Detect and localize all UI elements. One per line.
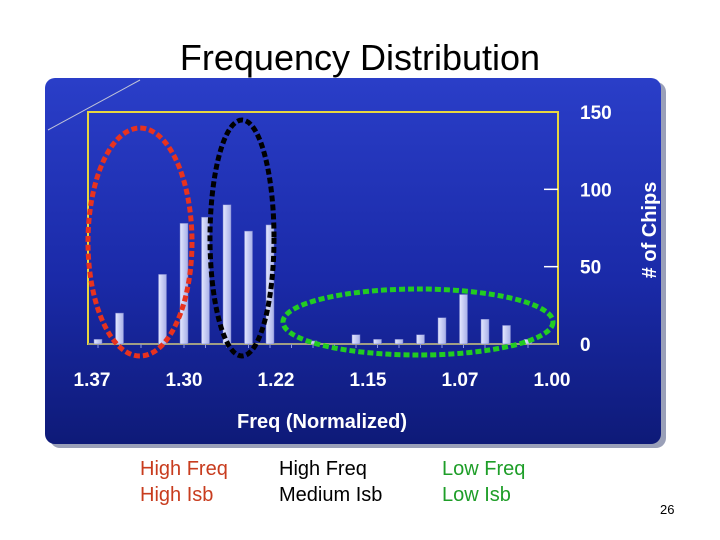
- histogram-bar: [222, 204, 232, 345]
- title-connector-line: [47, 79, 141, 131]
- x-axis: 1.37 1.30 1.22 1.15 1.07 1.00: [74, 370, 571, 391]
- x-tick-label: 1.37: [74, 370, 111, 391]
- caption-low-freq-low-isb: Low Freq Low Isb: [442, 456, 525, 508]
- x-tick-label: 1.30: [166, 370, 203, 391]
- high-freq-medium-isb-oval: [207, 117, 277, 359]
- histogram-bar: [179, 223, 189, 345]
- histogram-bar: [158, 274, 167, 345]
- chart-panel: [45, 78, 661, 444]
- histogram-bar: [480, 319, 490, 345]
- x-tick-label: 1.22: [258, 370, 295, 391]
- low-freq-low-isb-oval: [280, 286, 556, 358]
- caption-line-2: Medium Isb: [279, 484, 383, 506]
- histogram-bar: [115, 312, 124, 345]
- caption-high-freq-medium-isb: High Freq Medium Isb: [279, 456, 382, 508]
- histogram-bar: [394, 339, 404, 345]
- y-tick-label: 50: [580, 258, 601, 279]
- slide-title: Frequency Distribution: [179, 37, 541, 78]
- histogram-bar: [437, 317, 447, 345]
- histogram-bar: [416, 334, 425, 345]
- caption-line-1: High Freq: [279, 458, 367, 480]
- y-tick-label: 150: [580, 103, 612, 124]
- y-tick-label: 100: [580, 180, 612, 201]
- histogram-bar: [351, 334, 361, 345]
- caption-line-1: High Freq: [140, 458, 228, 480]
- histogram-bar: [244, 230, 253, 345]
- y-axis: 0 50 100 150: [544, 103, 612, 356]
- histogram-bar: [373, 339, 382, 345]
- histogram-bar: [93, 339, 103, 345]
- page-number: 26: [660, 502, 675, 517]
- x-tick-label: 1.00: [534, 370, 571, 391]
- y-axis-label: # of Chips: [639, 182, 661, 279]
- histogram-bar: [459, 294, 468, 345]
- caption-line-1: Low Freq: [442, 458, 526, 480]
- high-freq-high-isb-oval: [85, 125, 195, 359]
- x-axis-label: Freq (Normalized): [237, 411, 407, 433]
- y-tick-label: 0: [580, 335, 591, 356]
- histogram-bar: [201, 216, 210, 345]
- x-tick-label: 1.07: [442, 370, 479, 391]
- caption-line-2: Low Isb: [442, 484, 511, 506]
- histogram-bar: [502, 325, 511, 345]
- caption-line-2: High Isb: [140, 484, 214, 506]
- x-tick-label: 1.15: [350, 370, 387, 391]
- caption-high-freq-high-isb: High Freq High Isb: [140, 456, 228, 508]
